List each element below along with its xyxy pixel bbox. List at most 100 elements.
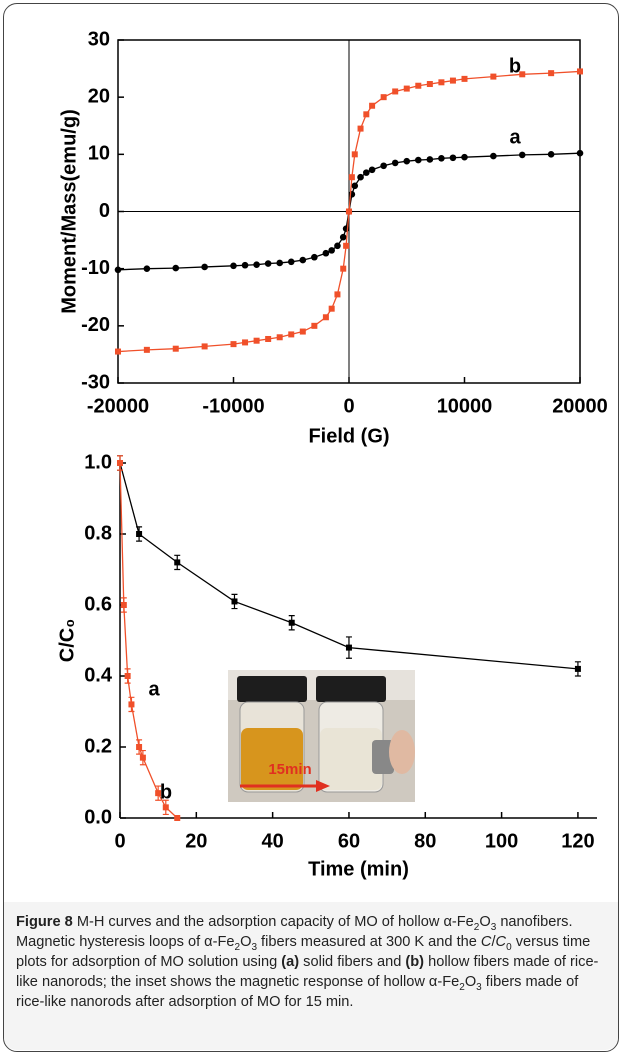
data-point	[575, 666, 581, 672]
data-point	[427, 156, 434, 163]
data-point	[349, 191, 356, 198]
series-label: a	[509, 126, 521, 148]
data-point	[242, 262, 249, 269]
data-point	[490, 74, 496, 80]
data-point	[172, 265, 179, 272]
y-tick-label: 0.2	[84, 735, 112, 757]
caption-text: O	[479, 914, 490, 930]
data-point	[363, 111, 369, 117]
data-point	[323, 250, 330, 257]
data-point	[490, 153, 497, 160]
x-tick-label: 20000	[552, 395, 608, 417]
data-point	[369, 103, 375, 109]
data-point	[346, 209, 352, 215]
inset-label: 15min	[268, 761, 311, 778]
data-point	[352, 151, 358, 157]
caption-text: fibers measured at 300 K and the	[257, 934, 481, 950]
data-point	[174, 559, 180, 565]
data-point	[380, 162, 387, 169]
y-tick-label: 0.6	[84, 593, 112, 615]
data-point	[311, 254, 318, 261]
data-point	[357, 174, 364, 181]
series-label: b	[160, 781, 172, 803]
data-point	[381, 94, 387, 100]
series-label: a	[148, 678, 160, 700]
data-point	[334, 291, 340, 297]
y-tick-label: -10	[81, 257, 110, 279]
data-point	[450, 78, 456, 84]
data-point	[577, 150, 584, 157]
figure: -30-20-100102030-20000-1000001000020000F…	[0, 0, 625, 900]
data-point	[404, 86, 410, 92]
x-axis-label: Time (min)	[308, 858, 409, 880]
data-point	[242, 339, 248, 345]
x-tick-label: -20000	[87, 395, 149, 417]
data-point	[265, 336, 271, 342]
data-point	[519, 152, 526, 159]
y-tick-label: 0.4	[84, 664, 113, 686]
data-point	[415, 83, 421, 89]
data-point	[311, 323, 317, 329]
data-point	[329, 306, 335, 312]
data-point	[577, 68, 583, 74]
data-point	[163, 804, 169, 810]
caption-text: C	[496, 934, 507, 950]
data-point	[202, 343, 208, 349]
data-point	[128, 701, 134, 707]
data-point	[276, 260, 283, 267]
data-point	[392, 160, 399, 167]
data-point	[174, 815, 180, 821]
data-point	[231, 598, 237, 604]
y-tick-label: 0	[99, 200, 110, 222]
data-point	[343, 243, 349, 249]
data-point	[140, 755, 146, 761]
data-point	[334, 243, 341, 250]
data-point	[392, 88, 398, 94]
y-tick-label: 0.8	[84, 522, 112, 544]
data-point	[115, 349, 121, 355]
data-point	[288, 331, 294, 337]
series-label: b	[509, 55, 521, 77]
caption-text: C	[481, 934, 492, 950]
caption-text: (a)	[281, 954, 299, 970]
caption-text: O	[240, 934, 251, 950]
data-point	[253, 261, 260, 268]
data-point	[230, 263, 237, 270]
y-tick-label: 30	[88, 28, 110, 50]
data-point	[363, 169, 370, 176]
caption-text: solid fibers and	[299, 954, 405, 970]
x-tick-label: 80	[414, 830, 436, 852]
y-axis-label: C/C₀	[56, 619, 78, 662]
data-point	[438, 155, 445, 162]
data-point	[265, 260, 272, 267]
x-tick-label: 40	[262, 830, 284, 852]
data-point	[254, 338, 260, 344]
caption: Figure 8 M-H curves and the adsorption c…	[4, 902, 618, 1050]
y-axis-label: Moment/Mass(emu/g)	[58, 109, 80, 313]
caption-text: (b)	[405, 954, 424, 970]
data-point	[358, 126, 364, 132]
data-point	[288, 259, 295, 266]
caption-text: O	[465, 974, 476, 990]
y-tick-label: 10	[88, 143, 110, 165]
data-point	[125, 673, 131, 679]
data-point	[340, 234, 347, 241]
data-point	[462, 76, 468, 82]
y-tick-label: -30	[81, 371, 110, 393]
data-point	[289, 620, 295, 626]
y-tick-label: 20	[88, 85, 110, 107]
data-point	[277, 334, 283, 340]
x-tick-label: 100	[485, 830, 518, 852]
data-point	[121, 602, 127, 608]
y-tick-label: 0.0	[84, 806, 112, 828]
x-tick-label: 120	[561, 830, 594, 852]
data-point	[328, 247, 335, 254]
data-point	[343, 225, 350, 232]
data-point	[369, 166, 376, 173]
data-point	[144, 265, 151, 272]
data-point	[231, 341, 237, 347]
data-point	[450, 154, 457, 161]
x-tick-label: -10000	[202, 395, 264, 417]
data-point	[300, 257, 307, 264]
data-point	[548, 151, 555, 158]
